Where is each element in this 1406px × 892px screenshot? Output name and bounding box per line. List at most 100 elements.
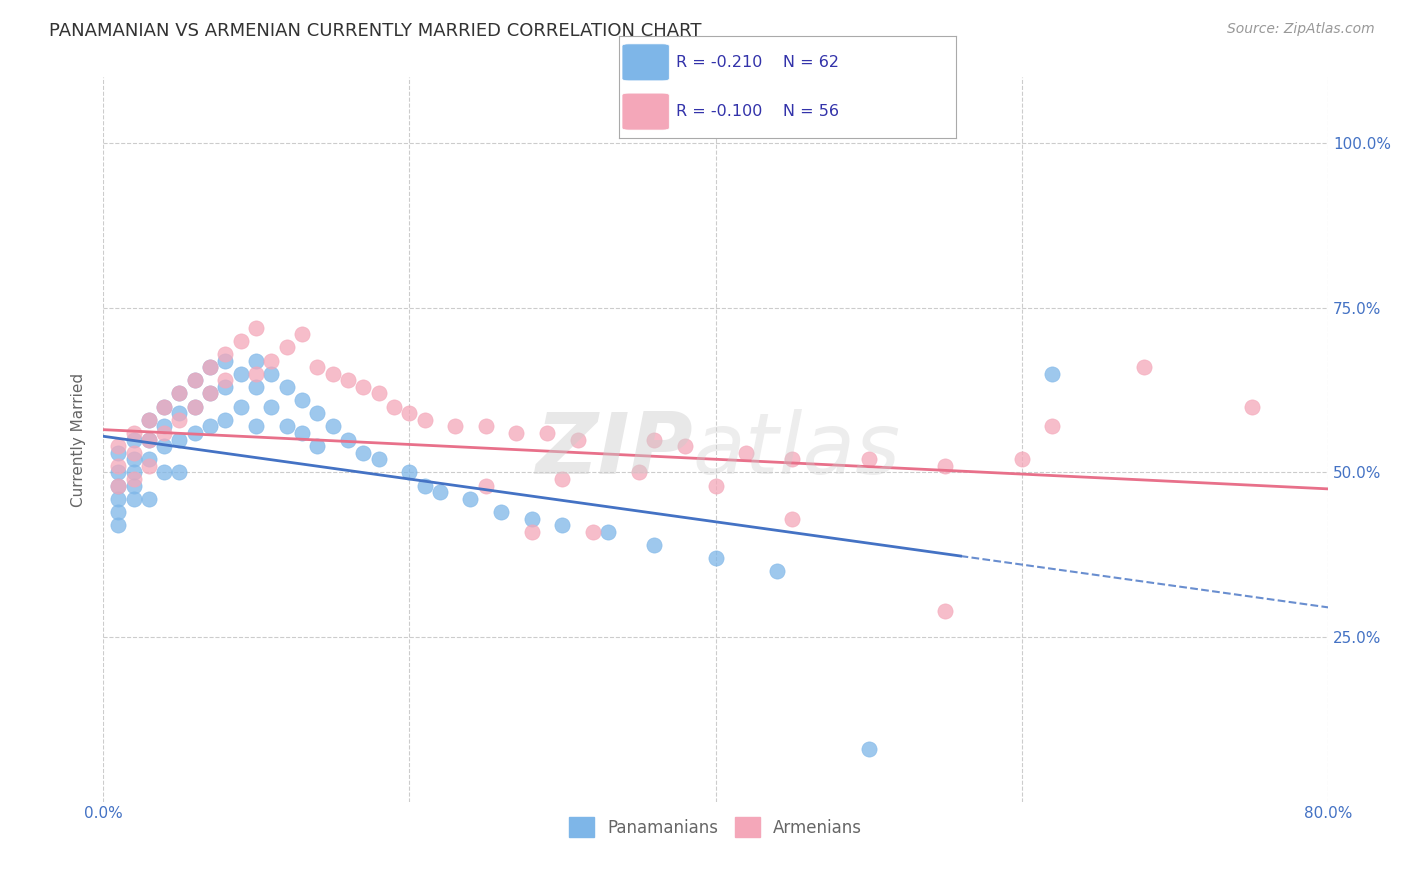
Text: ZIP: ZIP [534, 409, 692, 492]
Point [307, 439, 329, 453]
Point [260, 353, 283, 368]
Point [184, 425, 207, 440]
Point [138, 413, 160, 427]
Point [122, 491, 145, 506]
Point [780, 452, 803, 467]
Point [169, 466, 191, 480]
Point [198, 360, 221, 375]
Point [735, 445, 758, 459]
Point [153, 400, 176, 414]
Point [382, 400, 405, 414]
Point [184, 373, 207, 387]
Point [352, 380, 374, 394]
Point [276, 340, 298, 354]
Point [291, 392, 314, 407]
Text: PANAMANIAN VS ARMENIAN CURRENTLY MARRIED CORRELATION CHART: PANAMANIAN VS ARMENIAN CURRENTLY MARRIED… [49, 22, 702, 40]
Point [169, 406, 191, 420]
Point [704, 551, 727, 566]
Point [367, 386, 389, 401]
Point [489, 505, 512, 519]
Point [107, 478, 129, 492]
Point [138, 413, 160, 427]
Point [505, 425, 527, 440]
Point [153, 439, 176, 453]
Point [413, 478, 436, 492]
Point [276, 380, 298, 394]
Point [245, 419, 267, 434]
Point [122, 445, 145, 459]
Point [551, 518, 574, 533]
Point [138, 458, 160, 473]
Point [520, 524, 543, 539]
Point [322, 367, 344, 381]
Point [643, 433, 665, 447]
Point [780, 511, 803, 525]
Point [643, 538, 665, 552]
Point [260, 400, 283, 414]
Point [107, 491, 129, 506]
Point [367, 452, 389, 467]
Point [245, 367, 267, 381]
Point [1240, 400, 1263, 414]
Point [704, 478, 727, 492]
Point [138, 433, 160, 447]
Point [107, 445, 129, 459]
Point [214, 353, 236, 368]
Point [1133, 360, 1156, 375]
Point [475, 478, 498, 492]
Point [858, 452, 880, 467]
Text: Source: ZipAtlas.com: Source: ZipAtlas.com [1227, 22, 1375, 37]
Point [765, 564, 787, 578]
Point [198, 386, 221, 401]
Point [307, 406, 329, 420]
Point [934, 604, 956, 618]
Point [245, 320, 267, 334]
Point [934, 458, 956, 473]
Point [153, 466, 176, 480]
Point [444, 419, 467, 434]
Point [551, 472, 574, 486]
Point [138, 452, 160, 467]
Point [122, 433, 145, 447]
Point [122, 466, 145, 480]
Point [184, 400, 207, 414]
Point [352, 445, 374, 459]
Point [429, 485, 451, 500]
Point [138, 433, 160, 447]
Point [138, 491, 160, 506]
Point [336, 433, 359, 447]
Point [198, 419, 221, 434]
Point [229, 367, 252, 381]
Point [184, 400, 207, 414]
Point [536, 425, 558, 440]
FancyBboxPatch shape [621, 93, 669, 130]
Point [229, 400, 252, 414]
Point [460, 491, 482, 506]
Point [673, 439, 696, 453]
Point [107, 478, 129, 492]
Point [291, 425, 314, 440]
Point [214, 347, 236, 361]
Point [107, 466, 129, 480]
Point [598, 524, 620, 539]
Point [214, 373, 236, 387]
Point [122, 452, 145, 467]
Point [107, 458, 129, 473]
Point [229, 334, 252, 348]
Point [214, 413, 236, 427]
Point [245, 353, 267, 368]
Point [291, 327, 314, 342]
Point [475, 419, 498, 434]
Point [122, 472, 145, 486]
Point [153, 400, 176, 414]
Point [1042, 367, 1064, 381]
Point [398, 466, 420, 480]
Point [520, 511, 543, 525]
Point [336, 373, 359, 387]
FancyBboxPatch shape [621, 44, 669, 81]
Point [122, 425, 145, 440]
Point [398, 406, 420, 420]
Point [169, 386, 191, 401]
Point [122, 478, 145, 492]
Point [214, 380, 236, 394]
